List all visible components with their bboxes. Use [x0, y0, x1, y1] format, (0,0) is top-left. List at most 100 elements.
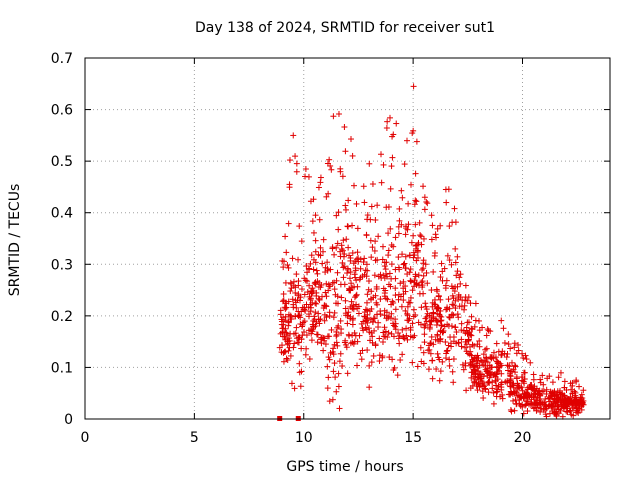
- data-point: [412, 221, 419, 228]
- data-point: [421, 331, 428, 338]
- data-point: [372, 238, 379, 245]
- data-point: [553, 399, 560, 406]
- data-point: [508, 389, 515, 396]
- data-point: [414, 248, 421, 255]
- data-point: [454, 311, 461, 318]
- data-point: [530, 371, 537, 378]
- data-point: [404, 310, 411, 317]
- data-point: [414, 363, 421, 370]
- y-tick-label: 0.1: [51, 360, 73, 376]
- data-point: [410, 83, 417, 90]
- data-point: [342, 202, 349, 209]
- data-point: [498, 317, 505, 324]
- data-point: [436, 377, 443, 384]
- data-point: [329, 245, 336, 252]
- data-point: [320, 248, 327, 255]
- data-point: [384, 118, 391, 125]
- data-point: [318, 282, 325, 289]
- data-point: [298, 238, 305, 245]
- data-point: [342, 297, 349, 304]
- data-point: [507, 377, 514, 384]
- data-point: [493, 370, 500, 377]
- data-point: [412, 170, 419, 177]
- data-point: [447, 334, 454, 341]
- data-point: [442, 338, 449, 345]
- data-point: [407, 181, 414, 188]
- data-point: [385, 230, 392, 237]
- data-point: [444, 252, 451, 259]
- data-point: [308, 337, 315, 344]
- data-point: [498, 386, 505, 393]
- data-point: [468, 325, 475, 332]
- data-point: [542, 411, 549, 418]
- data-point: [569, 382, 576, 389]
- data-point: [287, 352, 294, 359]
- data-point: [486, 374, 493, 381]
- data-point: [505, 367, 512, 374]
- data-point: [392, 275, 399, 282]
- data-point: [462, 297, 469, 304]
- data-point: [344, 312, 351, 319]
- data-point: [409, 320, 416, 327]
- data-point: [454, 268, 461, 275]
- data-point: [482, 385, 489, 392]
- data-point: [317, 244, 324, 251]
- data-point: [412, 242, 419, 249]
- data-point: [297, 383, 304, 390]
- data-point: [315, 310, 322, 317]
- data-point: [327, 266, 334, 273]
- data-point: [520, 410, 527, 417]
- data-point: [342, 148, 349, 155]
- data-point: [280, 291, 287, 298]
- data-point: [453, 272, 460, 279]
- data-point: [387, 185, 394, 192]
- data-point: [404, 317, 411, 324]
- data-point: [386, 270, 393, 277]
- data-point: [539, 372, 546, 379]
- data-point: [312, 237, 319, 244]
- data-point: [285, 220, 292, 227]
- data-point: [278, 321, 285, 328]
- data-point: [351, 283, 358, 290]
- data-point: [434, 332, 441, 339]
- data-point: [461, 306, 468, 313]
- data-point: [410, 306, 417, 313]
- data-point: [280, 258, 287, 265]
- data-point: [288, 285, 295, 292]
- data-point: [448, 283, 455, 290]
- y-axis-label: SRMTID / TECUs: [7, 184, 23, 297]
- data-point: [378, 151, 385, 158]
- data-point: [420, 260, 427, 267]
- data-point: [326, 156, 333, 163]
- data-point: [449, 311, 456, 318]
- data-point: [407, 294, 414, 301]
- data-point: [325, 374, 332, 381]
- data-point: [490, 400, 497, 407]
- data-point: [392, 326, 399, 333]
- y-tick-label: 0.5: [51, 154, 73, 170]
- data-point: [449, 301, 456, 308]
- data-point: [418, 358, 425, 365]
- data-point: [326, 283, 333, 290]
- data-point: [484, 379, 491, 386]
- data-point: [468, 352, 475, 359]
- data-point: [293, 271, 300, 278]
- data-point: [383, 125, 390, 132]
- data-point: [349, 316, 356, 323]
- data-point: [465, 319, 472, 326]
- data-point: [504, 377, 511, 384]
- data-point: [472, 300, 479, 307]
- data-point: [302, 166, 309, 173]
- data-point: [430, 310, 437, 317]
- data-point: [454, 253, 461, 260]
- data-point: [287, 288, 294, 295]
- data-point: [298, 345, 305, 352]
- data-point: [413, 242, 420, 249]
- data-point: [349, 152, 356, 159]
- data-point: [452, 324, 459, 331]
- data-point: [289, 296, 296, 303]
- data-point: [312, 309, 319, 316]
- data-point: [347, 136, 354, 143]
- data-point: [475, 368, 482, 375]
- data-point: [316, 296, 323, 303]
